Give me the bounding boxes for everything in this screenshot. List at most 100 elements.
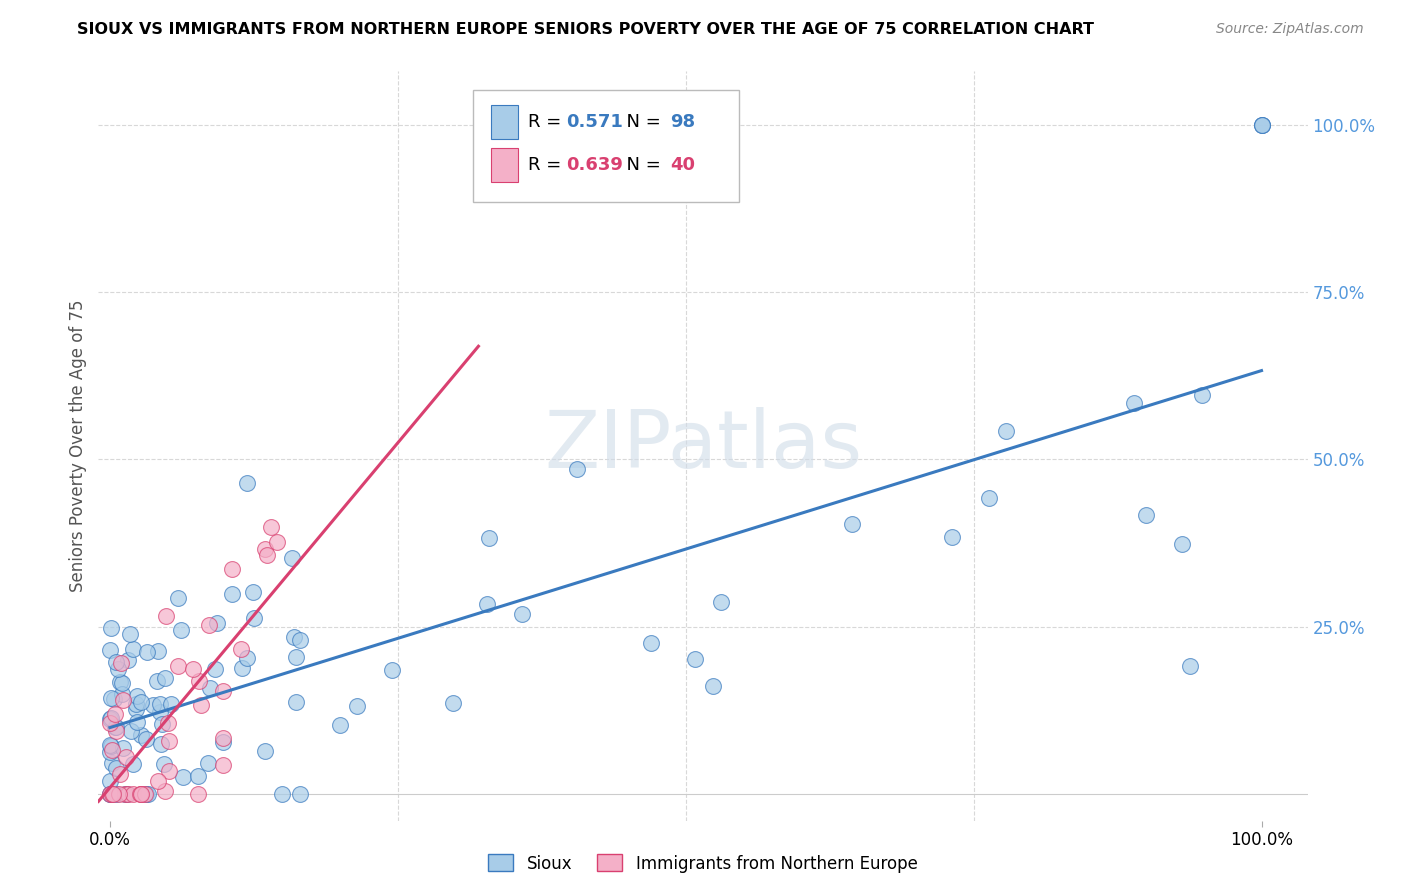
Point [198,617,221,632]
Point [138,787,160,801]
Point [197,756,219,771]
Point [187,769,209,783]
Point [236,475,259,490]
Text: 40: 40 [671,156,696,174]
FancyBboxPatch shape [492,105,517,139]
Point [381,663,404,677]
Point [100,711,122,725]
Point [107,662,129,676]
Text: N =: N = [614,156,666,174]
Point [142,698,165,712]
Point [149,705,172,719]
Point [100,739,122,753]
Point [121,787,143,801]
Point [150,737,173,751]
Point [115,787,138,801]
Legend: Sioux, Immigrants from Northern Europe: Sioux, Immigrants from Northern Europe [482,847,924,880]
Point [100,787,122,801]
Text: ZIPatlas: ZIPatlas [544,407,862,485]
Point [108,674,131,689]
Point [977,491,1000,505]
Point [1250,118,1272,132]
Point [167,591,190,605]
Point [205,615,228,630]
FancyBboxPatch shape [492,148,517,182]
Text: R =: R = [527,113,567,131]
Point [135,787,157,801]
Point [994,424,1017,438]
Point [170,623,193,637]
Point [100,712,122,726]
Point [212,683,235,698]
Point [111,692,134,706]
Point [104,724,127,739]
Point [125,714,148,729]
Point [1250,118,1272,132]
Point [153,672,176,686]
Point [181,662,204,676]
Point [122,641,145,656]
Point [117,653,139,667]
Point [98,738,121,752]
Point [125,697,148,711]
Point [98,787,121,801]
Point [114,787,136,801]
Point [254,744,277,758]
Point [104,720,127,734]
Point [105,720,128,734]
Point [1250,118,1272,132]
Point [152,717,174,731]
Point [256,548,278,562]
Point [441,696,464,710]
Point [117,787,139,801]
Point [100,787,122,801]
Point [284,695,307,709]
Point [702,679,724,693]
Point [329,717,352,731]
Text: N =: N = [614,113,666,131]
Point [1191,388,1213,402]
Point [478,531,501,545]
Point [129,695,152,709]
Point [98,716,121,731]
Point [122,756,145,771]
Point [101,787,124,801]
Point [110,657,132,671]
Text: Source: ZipAtlas.com: Source: ZipAtlas.com [1216,22,1364,37]
Point [146,644,169,658]
Point [156,715,179,730]
Text: R =: R = [527,156,567,174]
Point [120,723,142,738]
Point [212,731,235,745]
Point [270,787,292,801]
Point [1180,658,1202,673]
Point [709,595,731,609]
Point [104,787,127,801]
Point [229,641,252,656]
Point [125,689,148,703]
Point [100,621,122,635]
Point [100,691,122,706]
Point [1135,508,1157,522]
Point [346,698,368,713]
Point [283,630,305,644]
Point [157,733,180,747]
Point [1171,537,1194,551]
Point [221,587,243,601]
Point [98,787,121,801]
Point [101,743,124,757]
Point [131,787,153,801]
Text: 98: 98 [671,113,696,131]
Point [105,761,128,775]
Point [98,773,121,788]
Point [235,651,257,665]
Point [129,787,152,801]
Point [841,517,863,532]
Y-axis label: Seniors Poverty Over the Age of 75: Seniors Poverty Over the Age of 75 [69,300,87,592]
Point [108,787,131,801]
Point [288,632,311,647]
Point [243,610,266,624]
Point [288,787,311,801]
Point [146,674,169,689]
Point [101,787,124,801]
